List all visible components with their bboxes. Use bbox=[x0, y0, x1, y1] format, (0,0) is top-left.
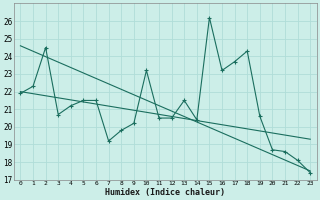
X-axis label: Humidex (Indice chaleur): Humidex (Indice chaleur) bbox=[105, 188, 225, 197]
